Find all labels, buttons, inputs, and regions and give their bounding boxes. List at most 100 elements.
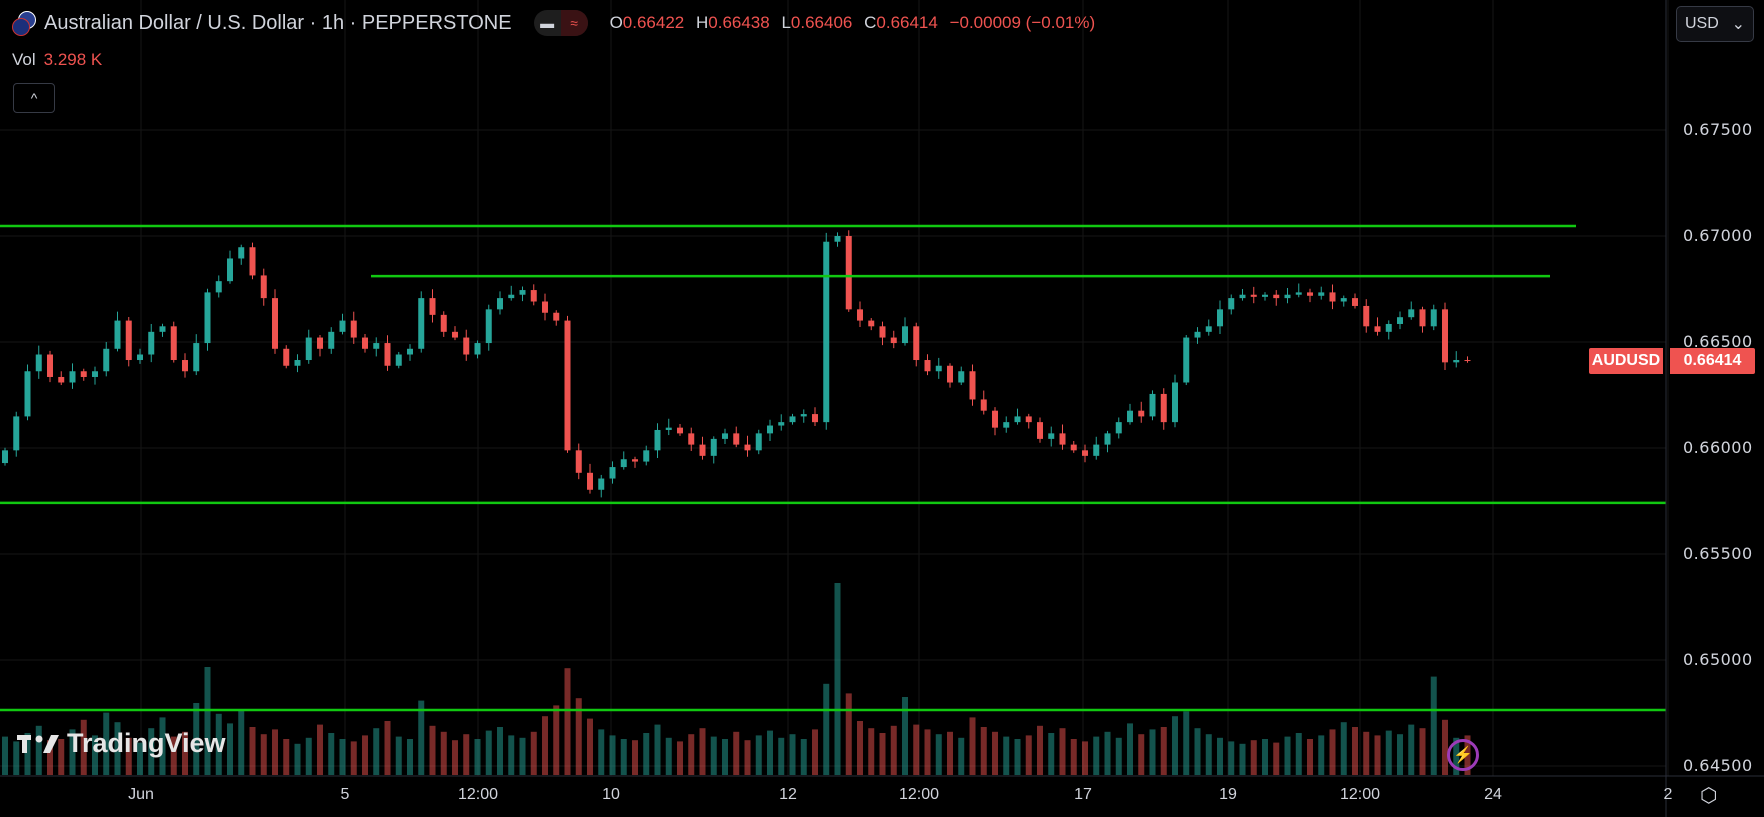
volume-bar	[1115, 737, 1122, 775]
square-icon[interactable]: ▬	[540, 15, 555, 31]
price-axis-label: 0.67000	[1683, 226, 1753, 245]
candle-body	[1048, 433, 1055, 439]
candle-body	[722, 433, 728, 439]
volume-bar	[710, 736, 717, 775]
candle-body	[294, 360, 301, 366]
last-price-tag: 0.66414	[1670, 348, 1755, 374]
candle-body	[283, 348, 290, 366]
volume-bar	[789, 734, 796, 775]
volume-bar	[1239, 743, 1246, 775]
time-axis-label: 2	[1663, 786, 1673, 803]
candle-body	[575, 450, 582, 473]
approx-icon[interactable]: ≈	[560, 10, 588, 36]
volume-bar	[1340, 722, 1347, 775]
volume-bar	[947, 731, 953, 775]
volume-bar	[1284, 736, 1291, 775]
candle-body	[699, 444, 706, 456]
candle-body	[2, 450, 8, 464]
volume-bar	[857, 721, 863, 775]
candle-body	[249, 247, 256, 276]
currency-label: USD	[1685, 15, 1719, 32]
close-key: C	[864, 13, 877, 32]
candle-body	[260, 275, 267, 299]
volume-bar	[1160, 727, 1167, 775]
volume-bar	[902, 697, 908, 775]
time-axis-label: 12:00	[1339, 786, 1381, 803]
collapse-legend-button[interactable]: ^	[13, 83, 55, 113]
volume-bar	[812, 729, 818, 775]
volume-bar	[722, 739, 728, 775]
volume-bar	[1273, 742, 1280, 775]
time-axis-label: 10	[602, 786, 620, 803]
low-value: 0.66406	[790, 13, 853, 32]
symbol-price-tag: AUDUSD	[1589, 348, 1663, 374]
volume-bar	[148, 728, 155, 775]
volume-bar	[24, 733, 31, 775]
volume-bar	[249, 727, 256, 775]
candle-body	[485, 309, 492, 344]
volume-bar	[868, 728, 875, 775]
candle-body	[857, 309, 863, 321]
low-key: L	[781, 13, 791, 32]
volume-bar	[429, 725, 436, 775]
candle-body	[1374, 326, 1381, 332]
volume-bar	[1149, 729, 1156, 775]
candle-body	[1442, 309, 1448, 363]
candle-body	[755, 433, 762, 451]
candle-body	[1307, 292, 1313, 296]
candle-body	[193, 343, 200, 372]
candle-body	[339, 320, 346, 332]
lightning-icon[interactable]: ⚡	[1447, 739, 1479, 771]
candle-body	[564, 320, 571, 451]
candle-body	[665, 427, 672, 430]
candle-body	[823, 241, 830, 423]
candle-body	[69, 371, 76, 383]
volume-bar	[328, 733, 335, 775]
candle-body	[913, 326, 920, 361]
volume-bar	[1172, 716, 1178, 775]
candle-body	[204, 292, 211, 344]
candle-body	[744, 444, 751, 451]
candle-body	[1464, 360, 1471, 362]
candle-body	[834, 236, 841, 242]
price-axis-label: 0.64500	[1683, 756, 1753, 775]
volume-bar	[958, 737, 965, 775]
candle-body	[215, 281, 222, 293]
volume-bar	[339, 739, 346, 775]
volume-bar	[924, 729, 931, 775]
volume-bar	[1104, 731, 1111, 775]
volume-bar	[1374, 735, 1381, 775]
symbol-title[interactable]: Australian Dollar / U.S. Dollar · 1h · P…	[44, 11, 512, 34]
candle-body	[1217, 309, 1223, 327]
candle-body	[58, 376, 65, 383]
volume-bar	[114, 722, 121, 775]
volume-label: Vol	[12, 50, 36, 69]
volume-bar	[823, 683, 830, 775]
tradingview-logo[interactable]: TradingView	[17, 728, 226, 759]
volume-bar	[1442, 719, 1448, 775]
candle-body	[305, 337, 312, 361]
volume-bar	[575, 698, 582, 775]
volume-bar	[879, 733, 886, 775]
volume-bar	[1194, 728, 1201, 775]
volume-bar	[418, 700, 425, 775]
volume-bar	[530, 731, 537, 775]
chart-settings-icon[interactable]: ⬡	[1700, 785, 1718, 807]
candle-body	[1419, 309, 1426, 327]
volume-bar	[1430, 676, 1437, 775]
volume-bar	[542, 716, 548, 775]
volume-bar	[733, 731, 740, 775]
volume-bar	[1228, 741, 1235, 775]
volume-bar	[1397, 734, 1403, 775]
volume-bar	[440, 731, 447, 775]
candle-body	[182, 360, 188, 372]
legend-toggle-pill[interactable]: ▬ ≈	[533, 10, 588, 36]
candle-body	[497, 298, 503, 310]
volume-bar	[159, 717, 166, 775]
candle-body	[710, 438, 717, 456]
currency-select[interactable]: USD ⌄	[1676, 6, 1754, 42]
volume-bar	[744, 740, 751, 775]
candle-body	[587, 472, 593, 490]
candle-body	[35, 354, 42, 372]
